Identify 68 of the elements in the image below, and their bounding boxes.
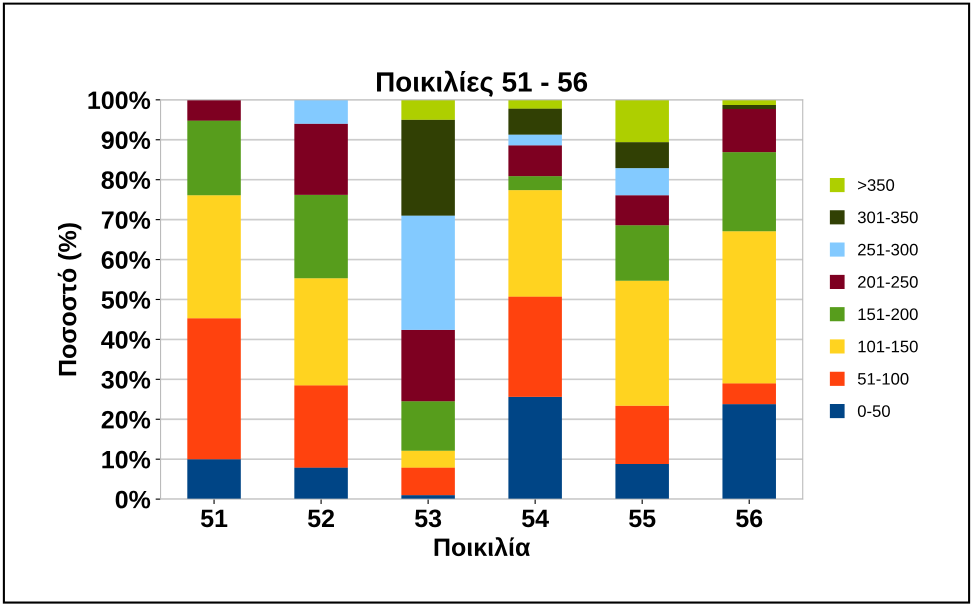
bar xyxy=(401,450,455,468)
bar xyxy=(187,100,241,121)
legend-label: 101-150 xyxy=(858,340,918,352)
bar xyxy=(508,190,562,297)
y-tick-label: 20% xyxy=(102,410,150,429)
bar xyxy=(722,152,776,232)
bar xyxy=(294,278,348,386)
bar xyxy=(401,216,455,330)
y-tick-label: 60% xyxy=(102,251,150,269)
chart-title: Ποικιλίες 51 - 56 xyxy=(377,70,588,97)
y-tick-label: 40% xyxy=(101,331,150,349)
bar xyxy=(508,108,562,135)
x-tick-label: 55 xyxy=(629,510,656,528)
bar xyxy=(615,195,669,226)
bar xyxy=(187,120,241,196)
y-tick-label: 100% xyxy=(88,91,150,110)
bar xyxy=(615,225,669,281)
y-tick-label: 30% xyxy=(101,370,150,389)
y-axis-title: Ποσοστό (%) xyxy=(58,223,82,376)
bar xyxy=(722,105,776,110)
bar xyxy=(401,401,455,451)
x-axis-title: Ποικιλία xyxy=(434,537,530,556)
legend-label: 51-100 xyxy=(858,372,908,385)
bar xyxy=(401,120,455,216)
y-tick-label: 90% xyxy=(102,131,150,150)
bar xyxy=(722,383,776,404)
y-tick-label: 10% xyxy=(102,450,150,468)
bar xyxy=(722,109,776,152)
bar xyxy=(722,404,776,500)
x-tick-label: 54 xyxy=(522,510,549,528)
bar xyxy=(615,142,669,168)
legend-label: 251-300 xyxy=(858,244,918,256)
bar xyxy=(401,468,455,496)
bar xyxy=(508,145,562,176)
bar xyxy=(401,330,455,402)
legend-label: >350 xyxy=(858,179,894,191)
bar xyxy=(508,296,562,397)
y-tick-label: 70% xyxy=(102,211,150,229)
x-tick-label: 51 xyxy=(200,510,228,528)
bar xyxy=(401,100,455,120)
bar xyxy=(508,176,562,190)
bar xyxy=(187,459,241,500)
bar xyxy=(294,385,348,468)
bar xyxy=(722,231,776,384)
bar xyxy=(294,468,348,500)
bar xyxy=(508,134,562,146)
y-tick-label: 0% xyxy=(116,490,150,508)
x-tick-label: 56 xyxy=(736,510,762,528)
bar xyxy=(187,318,241,460)
bar xyxy=(615,168,669,196)
legend-label: 201-250 xyxy=(858,276,918,288)
bar xyxy=(294,100,348,124)
bar xyxy=(294,124,348,195)
legend-label: 301-350 xyxy=(858,211,918,224)
bar xyxy=(615,100,669,142)
y-tick-label: 50% xyxy=(102,291,150,309)
bar xyxy=(615,464,669,500)
bar xyxy=(615,280,669,406)
bar xyxy=(294,194,348,278)
bar xyxy=(508,396,562,500)
bar xyxy=(187,195,241,318)
y-tick-label: 80% xyxy=(102,171,150,189)
bar xyxy=(508,100,562,109)
legend-label: 0-50 xyxy=(858,405,890,418)
x-tick-label: 53 xyxy=(414,510,442,528)
bar xyxy=(615,406,669,464)
x-tick-label: 52 xyxy=(308,510,334,528)
legend-label: 151-200 xyxy=(858,308,918,320)
